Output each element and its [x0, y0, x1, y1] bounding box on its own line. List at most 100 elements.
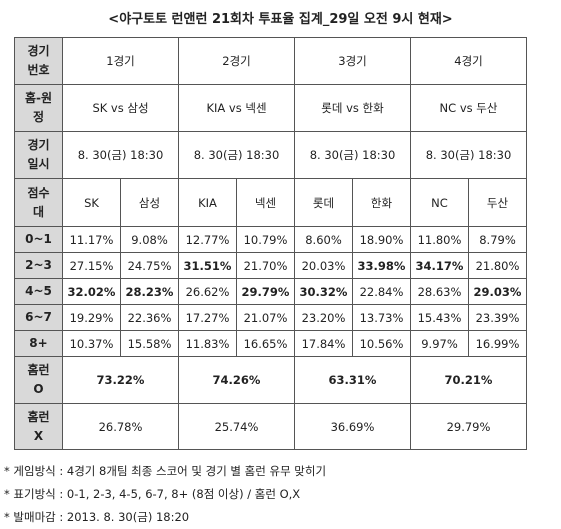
- score-band-label: 0~1: [14, 226, 63, 253]
- game-datetime: 8. 30(금) 18:30: [62, 131, 179, 179]
- vote-rate-cell: 11.17%: [62, 226, 121, 253]
- table-row: 홈런 O 73.22% 74.26% 63.31% 70.21%: [14, 356, 527, 404]
- homerun-o-header-line1: 홈런: [27, 363, 50, 377]
- homerun-x-header-line1: 홈런: [27, 409, 50, 424]
- score-band-header-line1: 점수: [27, 185, 50, 200]
- voting-rate-table: 경기 번호 1경기 2경기 3경기 4경기 홈-원 정 SK vs 삼성 KIA vs 넥센 롯데 …: [14, 37, 527, 450]
- homerun-x-rate: 25.74%: [178, 403, 295, 450]
- table-row: 2~3 27.15% 24.75% 31.51% 21.70% 20.03% 33.98% 3…: [14, 252, 527, 279]
- match-name: NC vs 두산: [410, 84, 527, 132]
- vote-rate-cell: 24.75%: [120, 252, 179, 279]
- team-name-home: NC: [410, 178, 469, 227]
- game-label: 3경기: [294, 37, 411, 85]
- homerun-o-rate: 73.22%: [62, 356, 179, 404]
- game-number-header-line1: 경기: [27, 44, 50, 58]
- vote-rate-cell: 9.97%: [410, 330, 469, 357]
- game-datetime-header-line1: 경기: [27, 138, 50, 152]
- vote-rate-cell: 34.17%: [410, 252, 469, 279]
- score-band-label: 6~7: [14, 304, 63, 331]
- page-title: <야구토토 런앤런 21회차 투표율 집계_29일 오전 9시 현재>: [108, 12, 453, 27]
- game-datetime: 8. 30(금) 18:30: [178, 131, 295, 179]
- vote-rate-cell: 16.65%: [236, 330, 295, 357]
- note-deadline: * 발매마감 : 2013. 8. 30(금) 18:20: [4, 510, 190, 524]
- table-row: 4~5 32.02% 28.23% 26.62% 29.79% 30.32% 22.84% 2…: [14, 278, 527, 305]
- vote-rate-cell: 30.32%: [294, 278, 353, 305]
- team-name-away: 넥센: [236, 178, 295, 227]
- home-away-header-line1: 홈-원: [24, 91, 53, 105]
- note-game-method: * 게임방식 : 4경기 8개팀 최종 스코어 및 경기 별 홈런 유무 맞히기: [4, 464, 327, 478]
- vote-rate-cell: 12.77%: [178, 226, 237, 253]
- note-notation: * 표기방식 : 0-1, 2-3, 4-5, 6-7, 8+ (8점 이상) …: [4, 487, 301, 501]
- vote-rate-cell: 11.80%: [410, 226, 469, 253]
- vote-rate-cell: 9.08%: [120, 226, 179, 253]
- team-name-home: KIA: [178, 178, 237, 227]
- score-band-label: 8+: [14, 330, 63, 357]
- vote-rate-cell: 15.43%: [410, 304, 469, 331]
- vote-rate-cell: 32.02%: [62, 278, 121, 305]
- match-name: SK vs 삼성: [62, 84, 179, 132]
- homerun-x-rate: 36.69%: [294, 403, 411, 450]
- team-name-away: 한화: [352, 178, 411, 227]
- vote-rate-cell: 13.73%: [352, 304, 411, 331]
- vote-rate-cell: 20.03%: [294, 252, 353, 279]
- vote-rate-cell: 28.63%: [410, 278, 469, 305]
- vote-rate-cell: 31.51%: [178, 252, 237, 279]
- table-row: 점수 대 SK 삼성 KIA 넥센 롯데 한화 NC 두산: [14, 178, 527, 227]
- vote-rate-cell: 29.03%: [468, 278, 527, 305]
- vote-rate-cell: 18.90%: [352, 226, 411, 253]
- table-row: 홈런 X 26.78% 25.74% 36.69% 29.79%: [14, 403, 527, 450]
- game-number-header-line2: 번호: [27, 63, 50, 77]
- game-label: 1경기: [62, 37, 179, 85]
- homerun-o-header: 홈런 O: [14, 356, 63, 404]
- vote-rate-cell: 21.07%: [236, 304, 295, 331]
- team-name-away: 삼성: [120, 178, 179, 227]
- game-datetime: 8. 30(금) 18:30: [294, 131, 411, 179]
- vote-rate-cell: 16.99%: [468, 330, 527, 357]
- match-name: KIA vs 넥센: [178, 84, 295, 132]
- game-datetime-header-line2: 일시: [27, 157, 50, 171]
- vote-rate-cell: 23.20%: [294, 304, 353, 331]
- homerun-x-header: 홈런 X: [14, 403, 63, 450]
- homerun-x-rate: 26.78%: [62, 403, 179, 450]
- vote-rate-cell: 17.27%: [178, 304, 237, 331]
- homerun-o-rate: 70.21%: [410, 356, 527, 404]
- table-row: 경기 일시 8. 30(금) 18:30 8. 30(금) 18:30 8. 30(금)…: [14, 131, 527, 179]
- vote-rate-cell: 27.15%: [62, 252, 121, 279]
- notes: * 게임방식 : 4경기 8개팀 최종 스코어 및 경기 별 홈런 유무 맞히기…: [4, 460, 326, 529]
- vote-rate-cell: 28.23%: [120, 278, 179, 305]
- vote-rate-cell: 10.79%: [236, 226, 295, 253]
- home-away-header-line2: 정: [32, 110, 45, 124]
- table-row: 8+ 10.37% 15.58% 11.83% 16.65% 17.84% 10.56% 9.…: [14, 330, 527, 357]
- table-row: 홈-원 정 SK vs 삼성 KIA vs 넥센 롯데 vs 한화 NC vs 두산: [14, 84, 527, 132]
- team-name-away: 두산: [468, 178, 527, 227]
- table-row: 0~1 11.17% 9.08% 12.77% 10.79% 8.60% 18.90% 11.…: [14, 226, 527, 253]
- vote-rate-cell: 10.56%: [352, 330, 411, 357]
- team-name-home: 롯데: [294, 178, 353, 227]
- vote-rate-cell: 21.70%: [236, 252, 295, 279]
- match-name: 롯데 vs 한화: [294, 84, 411, 132]
- team-name-home: SK: [62, 178, 121, 227]
- vote-rate-cell: 11.83%: [178, 330, 237, 357]
- homerun-x-header-line2: X: [33, 428, 44, 443]
- homerun-o-header-line2: O: [33, 382, 44, 396]
- game-datetime: 8. 30(금) 18:30: [410, 131, 527, 179]
- homerun-o-rate: 74.26%: [178, 356, 295, 404]
- vote-rate-cell: 22.36%: [120, 304, 179, 331]
- score-band-header-line2: 대: [32, 204, 45, 219]
- vote-rate-cell: 8.79%: [468, 226, 527, 253]
- vote-rate-cell: 17.84%: [294, 330, 353, 357]
- game-label: 2경기: [178, 37, 295, 85]
- homerun-x-rate: 29.79%: [410, 403, 527, 450]
- score-band-label: 2~3: [14, 252, 63, 279]
- vote-rate-cell: 33.98%: [352, 252, 411, 279]
- vote-rate-cell: 15.58%: [120, 330, 179, 357]
- table-row: 6~7 19.29% 22.36% 17.27% 21.07% 23.20% 13.73% 1…: [14, 304, 527, 331]
- vote-rate-cell: 8.60%: [294, 226, 353, 253]
- game-label: 4경기: [410, 37, 527, 85]
- vote-rate-cell: 22.84%: [352, 278, 411, 305]
- vote-rate-cell: 10.37%: [62, 330, 121, 357]
